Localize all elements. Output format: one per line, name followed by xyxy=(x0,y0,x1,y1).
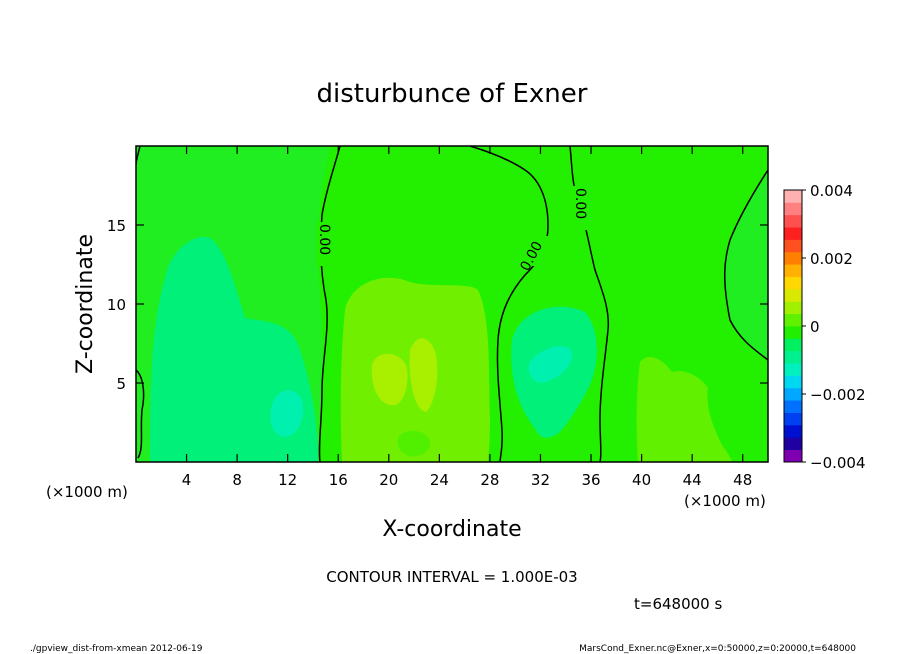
x-tick-label: 32 xyxy=(531,471,550,489)
colorbar-swatch xyxy=(784,437,802,451)
colorbar-swatch xyxy=(784,326,802,339)
colorbar-swatch xyxy=(784,449,802,463)
x-tick-label: 40 xyxy=(632,471,651,489)
contour-line xyxy=(136,369,145,459)
y-axis: 5 10 15 xyxy=(107,217,768,393)
time-label: t=648000 s xyxy=(634,595,722,613)
colorbar-tick-label: 0.002 xyxy=(810,250,853,268)
colorbar-tick-label: 0 xyxy=(810,318,820,336)
colorbar-ticks: 0.004 0.002 0 −0.002 −0.004 xyxy=(802,182,866,472)
y-axis-label: Z-coordinate xyxy=(73,234,98,374)
colorbar xyxy=(784,190,802,463)
contour-label: 0.00 xyxy=(316,224,332,255)
script-label: ./gpview_dist-from-xmean 2012-06-19 xyxy=(30,644,203,654)
chart-title: disturbunce of Exner xyxy=(317,79,588,109)
contour-line xyxy=(469,146,549,462)
colorbar-swatch xyxy=(784,190,802,203)
colorbar-tick-label: 0.004 xyxy=(810,182,853,200)
x-tick-label: 12 xyxy=(278,471,297,489)
y-tick-label: 10 xyxy=(107,296,126,314)
x-tick-label: 20 xyxy=(379,471,398,489)
colorbar-swatch xyxy=(784,239,802,253)
y-tick-label: 15 xyxy=(107,217,126,235)
colorbar-swatch xyxy=(784,214,802,228)
colorbar-swatch xyxy=(784,387,802,401)
colorbar-swatch xyxy=(784,424,802,438)
colorbar-tick-label: −0.004 xyxy=(810,454,866,472)
x-tick-label: 16 xyxy=(329,471,348,489)
colorbar-swatch xyxy=(784,202,802,216)
colorbar-tick-label: −0.002 xyxy=(810,386,866,404)
colorbar-swatch xyxy=(784,350,802,364)
colorbar-swatch xyxy=(784,227,802,240)
x-axis-label: X-coordinate xyxy=(382,517,521,542)
x-tick-label: 28 xyxy=(480,471,499,489)
colorbar-swatch xyxy=(784,375,802,389)
colorbar-swatch xyxy=(784,338,802,352)
x-axis: 4 8 12 16 20 24 28 32 36 40 44 48 xyxy=(182,146,752,489)
field-region-center-low-small xyxy=(397,430,431,457)
colorbar-swatch xyxy=(784,301,802,315)
colorbar-swatch xyxy=(784,363,802,376)
field-region-right-edge xyxy=(724,170,768,360)
field-region-low-32 xyxy=(528,346,573,383)
field-region-center-peak-2 xyxy=(409,338,438,412)
x-tick-label: 8 xyxy=(232,471,242,489)
field-region-low-12 xyxy=(270,390,304,437)
x-tick-label: 24 xyxy=(430,471,449,489)
contour-interval: CONTOUR INTERVAL = 1.000E-03 xyxy=(326,568,577,586)
contour-labels: 0.00 0.00 0.00 xyxy=(316,186,588,274)
colorbar-swatch xyxy=(784,288,802,302)
colorbar-swatch xyxy=(784,276,802,290)
y-tick-label: 5 xyxy=(116,375,126,393)
x-tick-label: 36 xyxy=(581,471,600,489)
x-unit-left: (×1000 m) xyxy=(46,483,128,501)
colorbar-swatch xyxy=(784,251,802,265)
x-unit-right: (×1000 m) xyxy=(684,492,766,510)
colorbar-swatch xyxy=(784,313,802,327)
plot-area: 0.00 0.00 0.00 xyxy=(136,146,768,462)
field-region-right-high xyxy=(636,357,732,462)
colorbar-swatch xyxy=(784,412,802,426)
contour-label: 0.00 xyxy=(572,188,588,219)
field-region-center-peak xyxy=(371,353,408,406)
colorbar-swatch xyxy=(784,264,802,277)
x-tick-label: 4 xyxy=(182,471,192,489)
x-tick-label: 48 xyxy=(733,471,752,489)
x-tick-label: 44 xyxy=(683,471,702,489)
colorbar-swatch xyxy=(784,400,802,413)
contour-line xyxy=(318,146,341,462)
source-label: MarsCond_Exner.nc@Exner,x=0:50000,z=0:20… xyxy=(579,644,856,654)
contour-line xyxy=(724,169,768,361)
